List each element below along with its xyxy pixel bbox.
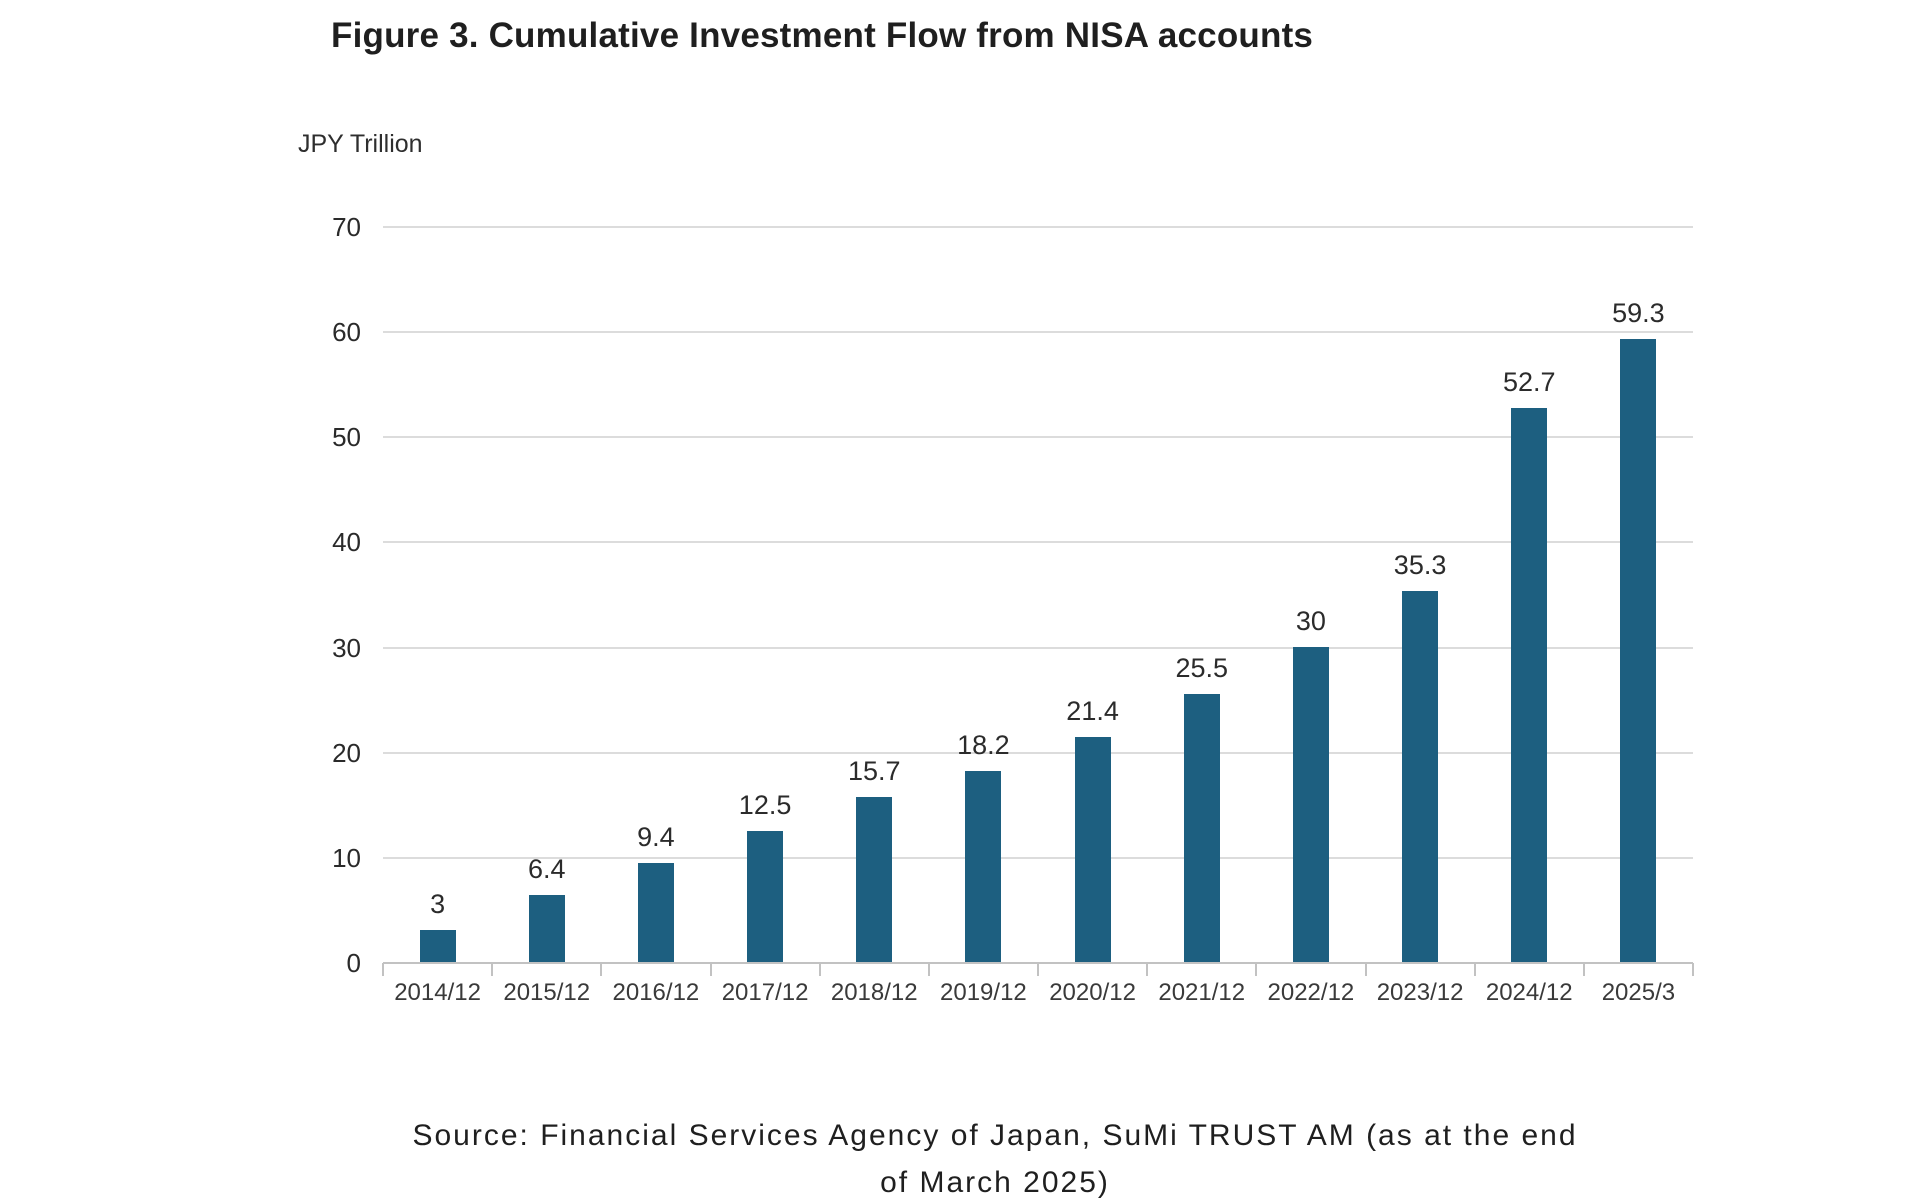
bar xyxy=(419,930,456,962)
x-axis-tick-label: 2020/12 xyxy=(1049,979,1136,1006)
axis-tick xyxy=(1473,963,1476,976)
y-axis-tick-label: 10 xyxy=(332,842,361,873)
bar-value-label: 59.3 xyxy=(1612,297,1665,328)
y-axis-tick-label: 20 xyxy=(332,737,361,768)
x-axis-tick-label: 2023/12 xyxy=(1376,979,1464,1006)
bar xyxy=(528,894,565,962)
unit-label: JPY Trillion xyxy=(298,130,423,158)
bar-value-label: 6.4 xyxy=(527,853,566,884)
gridline xyxy=(383,646,1693,649)
bar-value-label: 30 xyxy=(1295,605,1326,636)
bar-value-label: 15.7 xyxy=(847,755,901,786)
axis-tick xyxy=(1364,963,1367,976)
bar-value-label: 35.3 xyxy=(1393,549,1447,580)
bar xyxy=(1183,693,1220,962)
axis-tick xyxy=(1037,963,1039,976)
gridline xyxy=(383,856,1693,859)
x-axis-tick-label: 2016/12 xyxy=(612,979,700,1006)
gridline xyxy=(383,751,1693,754)
y-axis-tick-label: 50 xyxy=(332,422,361,453)
source-text: Source: Financial Services Agency of Jap… xyxy=(300,1112,1690,1202)
axis-tick xyxy=(491,963,494,976)
gridline xyxy=(383,331,1693,334)
x-axis-tick-label: 2017/12 xyxy=(721,979,809,1006)
gridline xyxy=(383,541,1693,544)
x-axis-tick-label: 2022/12 xyxy=(1267,979,1355,1006)
axis-tick xyxy=(818,963,821,976)
bar-value-label: 9.4 xyxy=(637,822,675,853)
axis-tick xyxy=(1582,963,1585,976)
axis-tick xyxy=(600,963,603,976)
axis-tick xyxy=(1146,963,1149,976)
bar xyxy=(1620,338,1657,962)
y-axis-tick-label: 60 xyxy=(332,317,361,348)
bar xyxy=(1402,590,1439,962)
bar-value-label: 25.5 xyxy=(1175,652,1229,683)
y-axis-tick-label: 0 xyxy=(346,948,361,978)
y-axis-tick-label: 40 xyxy=(332,527,361,558)
bar xyxy=(1511,407,1548,962)
bar-value-label: 3 xyxy=(430,889,446,920)
bar xyxy=(637,863,674,962)
y-axis-tick-label: 70 xyxy=(332,212,361,242)
bar xyxy=(747,830,784,962)
figure-title: Figure 3. Cumulative Investment Flow fro… xyxy=(331,16,1314,55)
bar-value-label: 52.7 xyxy=(1502,366,1556,397)
bar xyxy=(1292,646,1329,962)
bar xyxy=(1074,737,1111,962)
axis-tick xyxy=(927,963,930,976)
bar xyxy=(965,770,1002,962)
x-axis-tick-label: 2024/12 xyxy=(1485,979,1573,1006)
x-axis-tick-label: 2025/3 xyxy=(1601,979,1676,1006)
x-axis-tick-label: 2019/12 xyxy=(940,979,1027,1006)
gridline xyxy=(383,436,1693,439)
bar-value-label: 21.4 xyxy=(1066,696,1119,726)
plot-area: 0 10 20 30 40 50 60 70 3 2014/12 6.4 2015/12 9.4 2016… xyxy=(332,212,1694,1006)
bar-value-label: 12.5 xyxy=(738,789,792,820)
gridline xyxy=(383,226,1693,228)
bar-value-label: 18.2 xyxy=(957,729,1010,760)
y-axis-tick-label: 30 xyxy=(332,632,361,663)
x-axis-tick-label: 2018/12 xyxy=(830,979,918,1006)
x-axis-tick-label: 2021/12 xyxy=(1158,979,1246,1006)
axis-tick xyxy=(1692,963,1694,976)
source-line-1: Source: Financial Services Agency of Jap… xyxy=(412,1119,1578,1152)
bar xyxy=(856,796,893,962)
axis-tick xyxy=(709,963,712,976)
axis-tick xyxy=(382,963,384,976)
axis-tick xyxy=(1255,963,1258,976)
source-line-2: of March 2025) xyxy=(880,1166,1110,1199)
x-axis-tick-label: 2014/12 xyxy=(394,979,481,1006)
x-axis-tick-label: 2015/12 xyxy=(503,979,591,1006)
